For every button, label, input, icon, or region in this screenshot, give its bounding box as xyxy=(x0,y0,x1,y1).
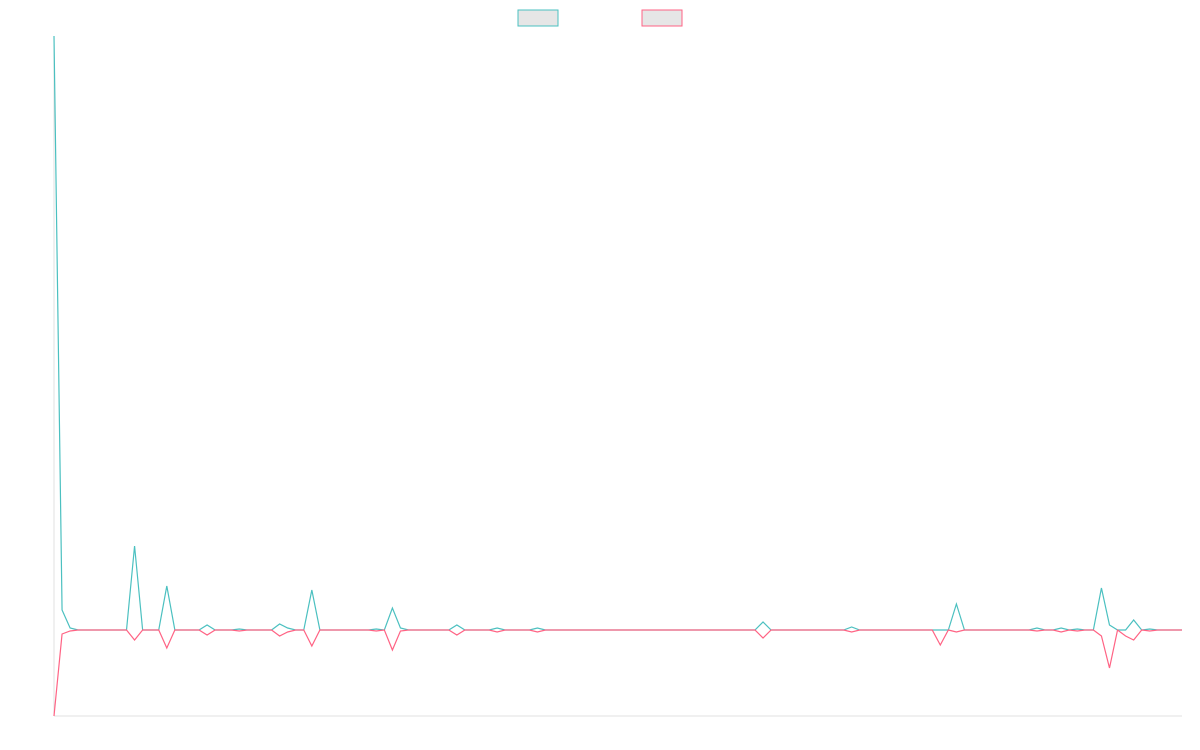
series-line xyxy=(53,35,1182,631)
legend-swatch[interactable] xyxy=(641,9,683,27)
series-line xyxy=(53,628,1182,717)
legend-swatch[interactable] xyxy=(517,9,559,27)
